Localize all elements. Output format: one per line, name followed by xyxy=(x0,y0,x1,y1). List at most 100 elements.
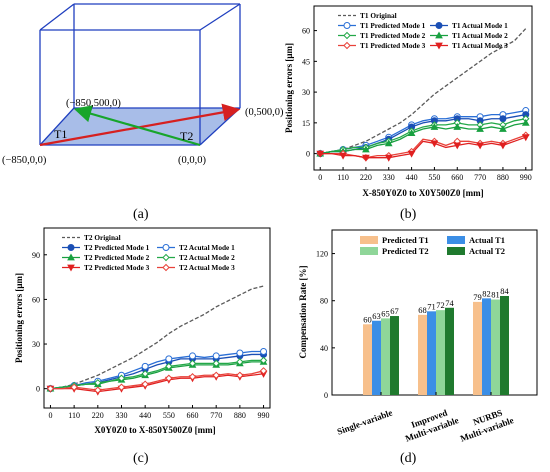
bar xyxy=(491,299,500,395)
point-right-label: (0,500,0) xyxy=(245,107,284,118)
series-line xyxy=(50,350,264,390)
path-t1-label: T1 xyxy=(54,127,67,141)
y-tick-label: 30 xyxy=(302,88,310,97)
x-tick-label: 990 xyxy=(520,173,532,182)
panel-label-a: (a) xyxy=(133,207,149,222)
data-point xyxy=(236,358,244,366)
legend-label: T1 Actual Mode 1 xyxy=(452,21,508,30)
legend-label: T2 Predicted Mode 1 xyxy=(84,243,150,252)
data-point xyxy=(141,380,149,388)
bar-value-label: 65 xyxy=(381,308,390,318)
data-point xyxy=(117,374,126,382)
legend-label: Predicted T1 xyxy=(382,235,429,245)
bar xyxy=(363,324,372,395)
data-point xyxy=(453,122,462,130)
legend-label: T2 Actual Mode 2 xyxy=(179,253,235,262)
x-tick-label: 220 xyxy=(92,411,104,420)
legend-label: T2 Actual Mode 3 xyxy=(179,263,235,272)
legend-label: Actual T1 xyxy=(469,235,505,245)
legend-label: T1 Actual Mode 3 xyxy=(452,41,508,50)
data-point xyxy=(339,152,347,160)
x-tick-label: 440 xyxy=(139,411,151,420)
point-bottom-right-label: (0,0,0) xyxy=(178,155,206,166)
y-tick-label: 30 xyxy=(32,340,40,349)
data-point xyxy=(70,383,78,391)
series-line xyxy=(320,118,526,155)
data-point xyxy=(430,122,439,130)
data-point xyxy=(165,362,173,371)
x-tick-label: 990 xyxy=(258,411,270,420)
bar-value-label: 79 xyxy=(473,292,482,302)
bar-value-label: 60 xyxy=(363,314,372,324)
y-tick-label: 90 xyxy=(32,251,40,260)
data-point xyxy=(46,384,55,393)
series-line xyxy=(320,122,526,155)
data-point xyxy=(521,118,530,126)
chart-d: 0 40 80 120 Compensation Rate [%] 60 63 65 67 Sin… xyxy=(298,229,538,444)
legend-swatch xyxy=(447,236,465,244)
series-line xyxy=(320,28,527,155)
legend-marker xyxy=(343,22,351,29)
x-tick-label-line: Single-variable xyxy=(336,407,394,436)
legend-marker xyxy=(343,31,351,40)
data-point xyxy=(384,154,393,162)
legend-swatch xyxy=(447,247,465,255)
data-point xyxy=(188,373,197,381)
legend-label: T2 Predicted Mode 2 xyxy=(84,253,150,262)
panel-label-c: (c) xyxy=(133,451,149,466)
data-point xyxy=(316,150,325,158)
bar xyxy=(436,310,445,395)
y-tick-label: 0 xyxy=(306,150,310,159)
bar-value-label: 84 xyxy=(500,286,509,296)
x-tick-label: 330 xyxy=(115,411,127,420)
bar xyxy=(473,301,482,395)
data-point xyxy=(236,371,244,379)
x-tick-label: 550 xyxy=(428,173,440,182)
y-tick-label: 60 xyxy=(302,27,310,36)
data-point xyxy=(212,371,220,379)
legend-marker xyxy=(435,42,443,50)
data-point xyxy=(499,124,507,132)
series-line xyxy=(50,373,264,393)
x-tick-label: 770 xyxy=(474,173,486,182)
data-point xyxy=(188,359,197,368)
diagram-a: (−850,500,0) (0,500,0) (−850,0,0) (0,0,0… xyxy=(2,3,284,166)
data-point xyxy=(212,352,220,360)
data-point xyxy=(94,386,102,394)
bar xyxy=(500,296,509,395)
data-point xyxy=(362,154,370,162)
x-tick-label: 660 xyxy=(451,173,463,182)
series-line xyxy=(50,285,264,390)
bar xyxy=(418,314,427,395)
legend-label: T2 Original xyxy=(84,233,121,242)
x-tick-label: 110 xyxy=(68,411,80,420)
bar-value-label: 72 xyxy=(436,300,445,310)
legend-marker xyxy=(162,253,170,262)
x-tick-label: 880 xyxy=(234,411,246,420)
y-tick-label: 120 xyxy=(316,250,328,259)
x-tick-label: 880 xyxy=(497,173,509,182)
path-t2-label: T2 xyxy=(180,129,193,143)
x-tick-label: 440 xyxy=(406,173,418,182)
x-tick-label: 220 xyxy=(360,173,372,182)
legend-marker xyxy=(343,41,351,50)
y-tick-label: 0 xyxy=(36,385,40,394)
series-line xyxy=(320,136,526,159)
legend-label: T1 Predicted Mode 2 xyxy=(360,31,426,40)
x-tick-label: 0 xyxy=(318,173,322,182)
data-point xyxy=(499,142,507,150)
box-edges xyxy=(39,3,241,146)
x-axis-title: X0Y0Z0 to X-850Y500Z0 [mm] xyxy=(94,425,215,435)
x-tick-label: ImprovedMulti-variable xyxy=(400,405,460,444)
legend-marker xyxy=(435,31,443,39)
point-bottom-left-label: (−850,0,0) xyxy=(2,155,47,166)
data-point xyxy=(521,134,530,142)
panel-label-d: (d) xyxy=(400,451,417,466)
bar xyxy=(381,318,390,395)
bar xyxy=(427,311,436,395)
data-point xyxy=(94,379,102,387)
data-point xyxy=(141,370,149,378)
x-tick-label: NURBSMulti-variable xyxy=(455,405,515,444)
legend-swatch xyxy=(360,247,378,255)
data-point xyxy=(384,139,393,147)
